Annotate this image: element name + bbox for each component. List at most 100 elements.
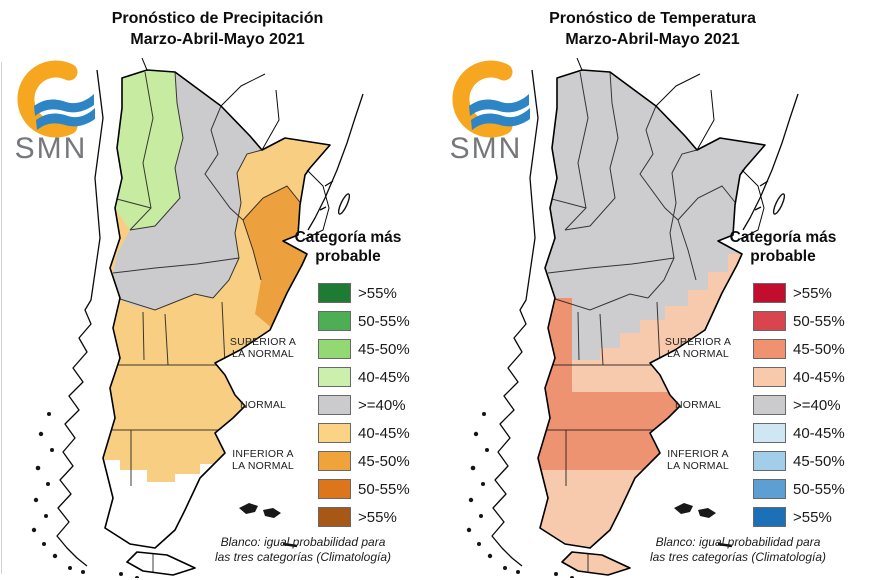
logo-sun-arc-icon [452, 60, 513, 138]
legend-heading: Categoría más probable [707, 228, 859, 266]
footnote-line2: las tres categorías (Climatología) [214, 550, 392, 564]
temperature-panel: Pronóstico de Temperatura Marzo-Abril-Ma… [435, 0, 870, 580]
group-label-line: LA NORMAL [667, 459, 729, 472]
group-label-normal: NORMAL [674, 399, 722, 411]
legend-swatch [318, 423, 351, 443]
footnote-line1: Blanco: igual probabilidad para [220, 535, 386, 549]
country-outline [537, 69, 766, 576]
province-borders [540, 71, 739, 574]
legend-swatch [318, 339, 351, 359]
legend-heading-line1: Categoría más [729, 229, 837, 246]
legend-label: 50-55% [793, 481, 845, 498]
group-label-line: LA NORMAL [667, 347, 729, 360]
group-label-normal: NORMAL [239, 399, 287, 411]
logo-wave-icon [34, 94, 94, 116]
title-line1: Pronóstico de Precipitación [111, 10, 324, 27]
legend-swatch [753, 507, 786, 527]
legend-label: >55% [358, 285, 397, 302]
logo-wave-icon [471, 108, 530, 130]
neighbor-coastlines [56, 58, 364, 567]
map-zone-below-normal-45-50 [243, 186, 307, 328]
legend-swatch [753, 283, 786, 303]
legend-label: 40-45% [793, 369, 845, 386]
logo-wave-icon [36, 108, 95, 130]
logo-text: SMN [15, 132, 88, 162]
legend-swatch [318, 367, 351, 387]
footnote-line1: Blanco: igual probabilidad para [655, 535, 821, 549]
footnote: Blanco: igual probabilidad para las tres… [627, 535, 849, 565]
legend-label: 40-45% [793, 425, 845, 442]
legend-label: 45-50% [358, 341, 410, 358]
legend-label: 40-45% [358, 369, 410, 386]
footnote: Blanco: igual probabilidad para las tres… [192, 535, 414, 565]
legend-heading-line2: probable [750, 248, 816, 265]
legend-heading: Categoría más probable [272, 228, 424, 266]
country-outline [102, 69, 331, 576]
left-edge-line [1, 62, 2, 574]
legend-swatch [753, 395, 786, 415]
pacific-islands [466, 412, 574, 578]
legend-label: >55% [358, 509, 397, 526]
legend-swatch [318, 507, 351, 527]
logo-wave-icon [469, 94, 529, 116]
pacific-islands [31, 412, 139, 578]
group-label-line: SUPERIOR A [664, 336, 732, 348]
legend-swatch [318, 395, 351, 415]
legend-swatch [753, 479, 786, 499]
map-zone-above-normal-40-45 [113, 70, 183, 230]
malvinas-islands [239, 503, 281, 518]
legend-label: 50-55% [793, 313, 845, 330]
group-label-line: INFERIOR A [232, 448, 294, 460]
title-line1: Pronóstico de Temperatura [549, 10, 756, 27]
logo-sun-arc-icon [17, 60, 78, 138]
legend-label: 45-50% [793, 453, 845, 470]
precipitation-title: Pronóstico de Precipitación Marzo-Abril-… [0, 8, 435, 50]
group-label-above-normal: SUPERIOR A LA NORMAL [645, 336, 751, 360]
coastal-lagoon [772, 193, 786, 215]
malvinas-islands [674, 503, 716, 518]
legend-label: 45-50% [793, 341, 845, 358]
legend-label: >55% [793, 285, 832, 302]
legend-swatch [318, 311, 351, 331]
legend-heading-line2: probable [315, 248, 381, 265]
legend-swatch [318, 479, 351, 499]
group-label-line: LA NORMAL [232, 347, 294, 360]
legend-swatch [318, 451, 351, 471]
neighbor-coastlines [491, 58, 799, 567]
coastal-lagoon [337, 193, 351, 215]
group-label-line: LA NORMAL [232, 459, 294, 472]
legend-swatch [753, 311, 786, 331]
group-label-line: INFERIOR A [667, 448, 729, 460]
group-label-below-normal: INFERIOR A LA NORMAL [210, 448, 316, 472]
title-line2: Marzo-Abril-Mayo 2021 [130, 31, 305, 48]
group-label-above-normal: SUPERIOR A LA NORMAL [210, 336, 316, 360]
south-dash [282, 542, 298, 548]
legend-label: 50-55% [358, 313, 410, 330]
precipitation-panel: Pronóstico de Precipitación Marzo-Abril-… [0, 8, 435, 578]
legend-swatch [753, 339, 786, 359]
group-label-line: SUPERIOR A [229, 336, 297, 348]
legend-label: >=40% [358, 397, 406, 414]
legend-swatch [753, 367, 786, 387]
temperature-map [466, 58, 799, 578]
group-label-below-normal: INFERIOR A LA NORMAL [645, 448, 751, 472]
temperature-title: Pronóstico de Temperatura Marzo-Abril-Ma… [435, 8, 870, 50]
footnote-line2: las tres categorías (Climatología) [649, 550, 827, 564]
logo-text: SMN [450, 132, 523, 162]
map-zone-normal [113, 72, 262, 310]
smn-logo: SMN [15, 60, 95, 162]
legend-swatch [753, 451, 786, 471]
legend-swatch [753, 423, 786, 443]
legend-label: 45-50% [358, 453, 410, 470]
legend-label: >55% [793, 509, 832, 526]
precipitation-map [31, 58, 364, 578]
south-dash [717, 542, 733, 548]
legend-heading-line1: Categoría más [294, 229, 402, 246]
legend-label: 40-45% [358, 425, 410, 442]
smn-logo: SMN [450, 60, 530, 162]
title-line2: Marzo-Abril-Mayo 2021 [565, 31, 740, 48]
legend-swatch [318, 283, 351, 303]
legend-label: 50-55% [358, 481, 410, 498]
legend-label: >=40% [793, 397, 841, 414]
